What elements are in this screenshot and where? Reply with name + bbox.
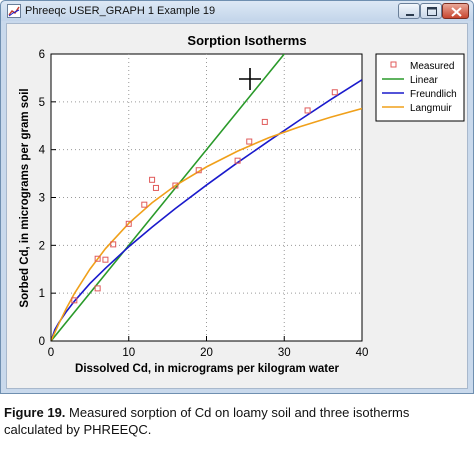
legend-label-freundlich: Freundlich (410, 89, 457, 100)
window-titlebar[interactable]: Phreeqc USER_GRAPH 1 Example 19 (1, 1, 473, 21)
measured-point (152, 184, 159, 191)
figure-caption-text: Measured sorption of Cd on loamy soil an… (4, 405, 410, 437)
measured-point (110, 241, 117, 248)
legend-label-measured: Measured (410, 61, 454, 72)
measured-point (234, 157, 241, 164)
maximize-icon (427, 7, 437, 16)
figure-caption: Figure 19. Measured sorption of Cd on lo… (4, 404, 470, 438)
legend-label-langmuir: Langmuir (410, 103, 452, 114)
y-tick-label: 2 (39, 240, 45, 252)
measured-point (94, 285, 101, 292)
graph-client-area: Sorption Isotherms 0 10 20 30 40 0 1 2 3 4 5 6 Diss… (6, 23, 468, 389)
sorption-isotherms-chart[interactable]: Sorption Isotherms 0 10 20 30 40 0 1 2 3 4 5 6 Diss… (7, 24, 467, 388)
x-tick-label: 10 (122, 347, 135, 359)
measured-point (94, 255, 101, 262)
x-tick-label: 20 (200, 347, 213, 359)
x-axis-label: Dissolved Cd, in micrograms per kilogram… (75, 363, 339, 375)
plot-area (50, 53, 363, 342)
window-title: Phreeqc USER_GRAPH 1 Example 19 (25, 5, 216, 17)
figure-label: Figure 19. (4, 405, 66, 420)
chart-title: Sorption Isotherms (187, 33, 306, 48)
chart-legend: Measured Linear Freundlich Langmuir (375, 53, 465, 122)
measured-point (102, 256, 109, 263)
y-tick-label: 3 (39, 193, 45, 205)
maximize-button[interactable] (420, 3, 442, 19)
x-tick-label: 0 (48, 347, 54, 359)
measured-point (149, 176, 156, 183)
graph-window: Phreeqc USER_GRAPH 1 Example 19 Sorption… (0, 0, 474, 394)
linear-series-line (51, 54, 285, 341)
measured-point (246, 138, 253, 145)
measured-point (125, 220, 132, 227)
x-tick-label: 40 (356, 347, 369, 359)
x-tick-label: 30 (278, 347, 291, 359)
y-tick-label: 1 (39, 288, 45, 300)
close-icon (451, 7, 462, 17)
y-tick-label: 4 (39, 145, 46, 157)
measured-point (141, 201, 148, 208)
minimize-icon (406, 14, 414, 16)
measured-point (71, 297, 78, 304)
measured-point (195, 167, 202, 174)
y-axis-label: Sorbed Cd, in micrograms per gram soil (19, 88, 31, 307)
legend-label-linear: Linear (410, 75, 438, 86)
minimize-button[interactable] (398, 3, 420, 19)
series-layer (51, 54, 362, 341)
phreeqc-app-icon (7, 4, 21, 18)
legend-swatch-measured (390, 61, 397, 68)
close-button[interactable] (442, 3, 469, 19)
measured-point (331, 89, 338, 96)
measured-point (261, 118, 268, 125)
y-tick-label: 6 (39, 49, 45, 61)
measured-point (172, 182, 179, 189)
crosshair-cursor-icon (239, 68, 261, 90)
langmuir-series-line (51, 107, 362, 341)
axis-layer: 0 10 20 30 40 0 1 2 3 4 5 6 (39, 49, 369, 359)
measured-point (304, 107, 311, 114)
y-tick-label: 5 (39, 97, 45, 109)
y-tick-label: 0 (39, 336, 45, 348)
